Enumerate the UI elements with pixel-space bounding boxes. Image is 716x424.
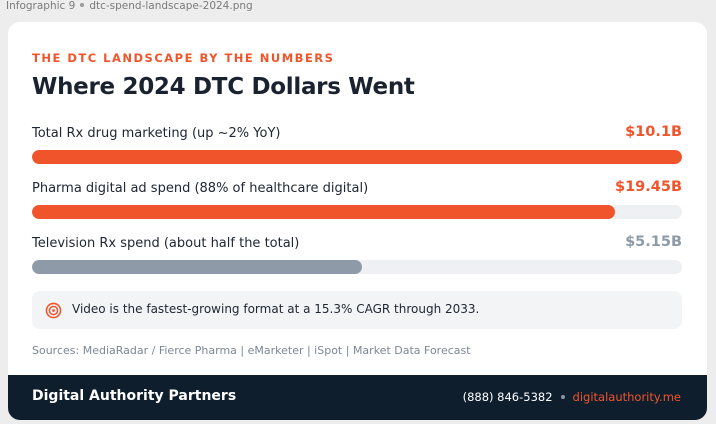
bar-label: Pharma digital ad spend (88% of healthca… <box>32 181 369 196</box>
bar-row-digital-ad: Pharma digital ad spend (88% of healthca… <box>32 179 682 227</box>
bar-value: $19.45B <box>614 179 682 195</box>
bar-label: Total Rx drug marketing (up ~2% YoY) <box>32 126 281 141</box>
brand-name: Digital Authority Partners <box>32 388 237 404</box>
infographic-card: THE DTC LANDSCAPE BY THE NUMBERS Where 2… <box>8 22 707 420</box>
phone-number[interactable]: (888) 846-5382 <box>462 390 553 404</box>
separator-dot <box>80 3 85 7</box>
sources-line: Sources: MediaRadar / Fierce Pharma | eM… <box>32 344 471 357</box>
website-link[interactable]: digitalauthority.me <box>572 390 681 404</box>
bar-value: $5.15B <box>625 234 682 250</box>
footer-bar: Digital Authority Partners (888) 846-538… <box>8 375 707 420</box>
bar-row-television: Television Rx spend (about half the tota… <box>32 234 682 282</box>
bar-label: Television Rx spend (about half the tota… <box>32 236 300 251</box>
file-name: dtc-spend-landscape-2024.png <box>89 0 253 12</box>
bar-fill <box>32 260 363 274</box>
target-icon <box>45 302 62 319</box>
separator-dot <box>560 394 565 399</box>
eyebrow-heading: THE DTC LANDSCAPE BY THE NUMBERS <box>32 51 335 65</box>
bar-row-total-rx: Total Rx drug marketing (up ~2% YoY) $10… <box>32 124 682 172</box>
window-caption: Infographic 9 dtc-spend-landscape-2024.pn… <box>0 0 716 14</box>
bar-track <box>32 260 682 274</box>
bar-value: $10.1B <box>625 124 682 140</box>
tab-title: Infographic 9 <box>6 0 76 12</box>
page-title: Where 2024 DTC Dollars Went <box>32 74 415 100</box>
insight-callout: Video is the fastest-growing format at a… <box>32 291 682 329</box>
bar-track <box>32 150 682 164</box>
callout-text: Video is the fastest-growing format at a… <box>72 302 480 316</box>
footer-contact: (888) 846-5382 digitalauthority.me <box>463 390 681 404</box>
bar-fill <box>32 205 616 219</box>
bar-fill <box>32 150 682 164</box>
bar-track <box>32 205 682 219</box>
